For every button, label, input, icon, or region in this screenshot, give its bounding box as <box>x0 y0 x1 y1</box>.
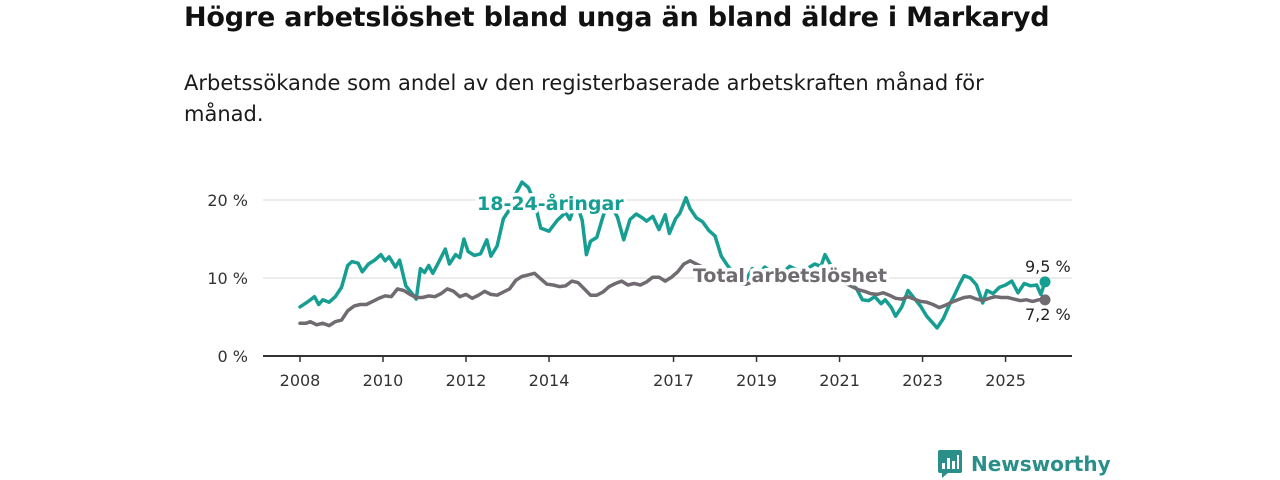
label-layer: 9,5 %7,2 %18-24-åringar18-24-åringarTota… <box>474 188 1071 324</box>
chart-subtitle: Arbetssökande som andel av den registerb… <box>184 71 984 126</box>
series-endpoint-total <box>1039 294 1051 306</box>
x-tick-label: 2023 <box>902 371 943 390</box>
brand-name: Newsworthy <box>971 452 1111 476</box>
grid-lines <box>263 199 1072 279</box>
line-chart: 0 % 10 % 20 % 2008 2010 2012 2014 2017 2019 2021 2… <box>207 180 1072 390</box>
series-endpoint-youth <box>1039 276 1051 288</box>
x-tick-label: 2010 <box>363 371 404 390</box>
x-tick-label: 2021 <box>819 371 860 390</box>
y-tick-label: 20 % <box>207 191 248 210</box>
x-tick-label: 2012 <box>446 371 487 390</box>
series-label-youth: 18-24-åringar <box>477 191 624 215</box>
axes: 0 % 10 % 20 % 2008 2010 2012 2014 2017 2019 2021 2… <box>207 191 1072 390</box>
x-tick-label: 2019 <box>736 371 777 390</box>
series-label-youth-halo: 18-24-åringar <box>477 191 624 215</box>
series-line-youth <box>298 180 1047 330</box>
newsworthy-logo[interactable]: Newsworthy <box>937 449 1111 479</box>
end-value-label-youth: 9,5 % <box>1025 257 1071 276</box>
y-tick-label: 0 % <box>218 347 248 366</box>
series-line-total <box>298 259 1047 328</box>
chart-title: Högre arbetslöshet bland unga än bland ä… <box>184 2 1050 33</box>
x-tick-label: 2025 <box>985 371 1026 390</box>
series-label-total-halo: Total arbetslöshet <box>693 265 887 287</box>
bar-chart-icon <box>938 450 962 478</box>
series-label-total: Total arbetslöshet <box>693 265 887 287</box>
x-tick-label: 2008 <box>280 371 321 390</box>
series-layer <box>298 180 1051 330</box>
x-tick-label: 2014 <box>529 371 570 390</box>
x-tick-label: 2017 <box>653 371 694 390</box>
end-value-label-total: 7,2 % <box>1025 305 1071 324</box>
y-tick-label: 10 % <box>207 269 248 288</box>
